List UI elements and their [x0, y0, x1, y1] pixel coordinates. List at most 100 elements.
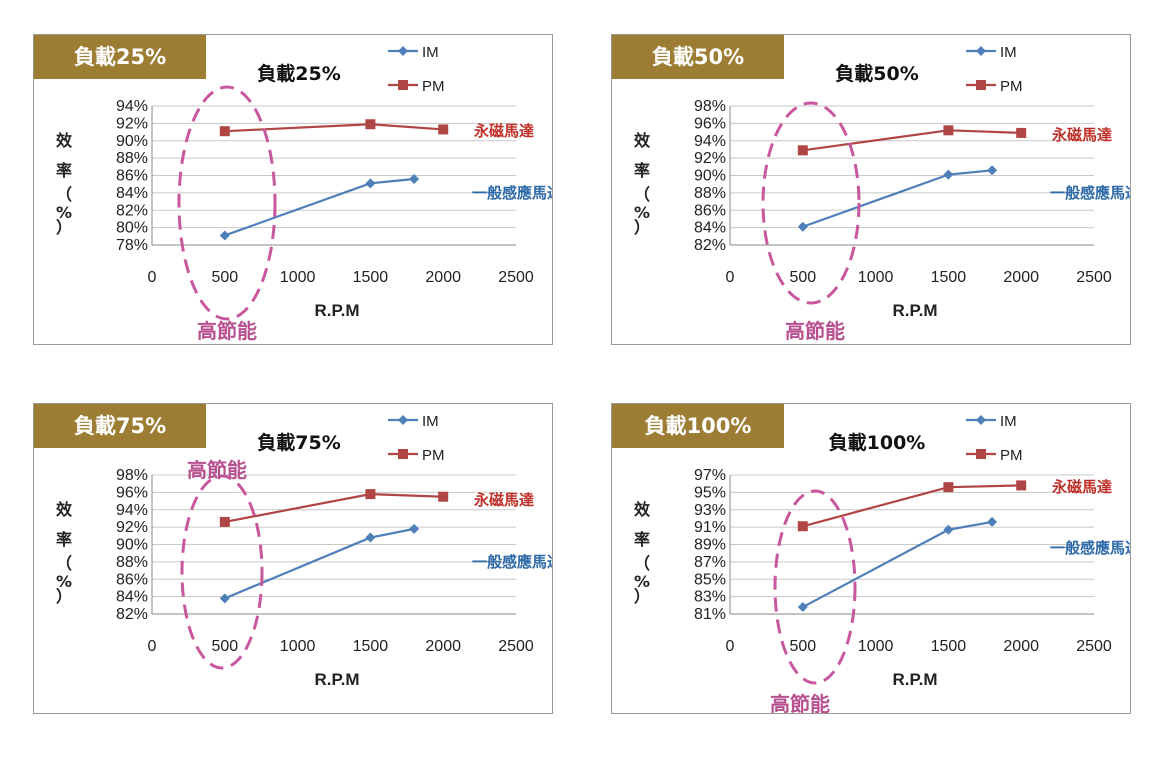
y-tick-label: 92%: [694, 150, 726, 167]
load-badge: 負載50%: [612, 35, 784, 79]
x-tick-label: 2000: [1003, 269, 1039, 286]
y-tick-label: 90%: [694, 168, 726, 185]
y-axis-label: 率: [56, 530, 72, 549]
y-tick-label: 91%: [694, 519, 726, 536]
data-point-im: [797, 602, 808, 613]
data-point-pm: [438, 491, 449, 502]
y-axis-label: 效: [56, 131, 72, 150]
energy-saving-label: 高節能: [187, 458, 247, 482]
energy-saving-label: 高節能: [197, 319, 257, 343]
legend-marker-pm: [976, 449, 986, 459]
chart-panel-load-25: 負載25% 負載25% 78% 80% 82% 84% 86% 88% 90% 92% 94% 0 5…: [33, 34, 553, 345]
energy-saving-highlight: [773, 489, 857, 685]
data-point-pm: [797, 145, 808, 156]
y-axis-label: ）: [634, 587, 650, 606]
legend-marker-im: [398, 415, 408, 425]
energy-saving-highlight: [761, 101, 861, 305]
data-point-pm: [365, 489, 376, 500]
y-tick-label: 86%: [116, 571, 148, 588]
y-tick-label: 90%: [116, 133, 148, 150]
x-tick-label: 2000: [425, 638, 461, 655]
legend-label-im: IM: [1000, 413, 1017, 430]
load-badge: 負載75%: [34, 404, 206, 448]
energy-saving-highlight: [180, 474, 264, 670]
y-axis-label: ）: [56, 218, 72, 237]
pm-annotation: 永磁馬達: [1051, 126, 1112, 144]
x-tick-label: 1500: [353, 269, 389, 286]
y-tick-label: 82%: [116, 606, 148, 623]
data-point-pm: [219, 516, 230, 527]
legend-marker-im: [398, 46, 408, 56]
load-badge: 負載25%: [34, 35, 206, 79]
y-tick-label: 83%: [694, 589, 726, 606]
x-tick-label: 0: [726, 269, 735, 286]
data-point-im: [943, 169, 954, 180]
chart-svg: 負載25% 78%80%82%84%86%88%90%92%94% 0 500 1000…: [56, 44, 552, 343]
y-axis-label: ）: [56, 587, 72, 606]
y-tick-label: 89%: [694, 537, 726, 554]
chart-panel-load-50: 負載50% 負載50% 82% 84% 86% 88% 90% 92% 94% 96% 98% 0 5…: [611, 34, 1131, 345]
x-tick-label: 2500: [498, 269, 534, 286]
chart-title: 負載50%: [835, 62, 918, 85]
y-tick-label: 86%: [116, 168, 148, 185]
legend-marker-im: [976, 415, 986, 425]
y-axis-label: %: [634, 203, 650, 222]
data-point-pm: [1016, 127, 1027, 138]
legend-label-im: IM: [1000, 44, 1017, 61]
pm-annotation: 永磁馬達: [473, 122, 534, 140]
data-point-im: [365, 178, 376, 189]
y-axis-label: （: [634, 185, 650, 204]
im-annotation: 一般感應馬達: [472, 553, 553, 571]
x-tick-label: 500: [211, 638, 238, 655]
data-point-im: [943, 524, 954, 535]
y-tick-label: 97%: [694, 467, 726, 484]
energy-saving-label: 高節能: [785, 319, 845, 343]
y-axis-label: 率: [56, 161, 72, 180]
series-line-pm: [224, 123, 444, 133]
chart-title: 負載100%: [829, 431, 926, 454]
y-axis-label: 效: [634, 500, 650, 519]
data-point-im: [365, 532, 376, 543]
data-point-im: [219, 230, 230, 241]
energy-saving-label: 高節能: [770, 692, 830, 714]
y-tick-label: 82%: [694, 237, 726, 254]
data-point-pm: [365, 119, 376, 130]
series-line-im: [224, 527, 415, 600]
data-point-pm: [943, 125, 954, 136]
series-line-im: [802, 169, 993, 228]
data-point-pm: [219, 126, 230, 137]
im-annotation: 一般感應馬達: [1050, 539, 1131, 557]
series-line-pm: [224, 493, 444, 523]
y-tick-label: 98%: [694, 98, 726, 115]
data-point-im: [219, 593, 230, 604]
data-point-im: [797, 221, 808, 232]
legend-label-pm: PM: [422, 78, 445, 95]
x-tick-label: 2000: [1003, 638, 1039, 655]
legend-marker-pm: [398, 80, 408, 90]
y-tick-label: 84%: [116, 589, 148, 606]
y-axis-label: ）: [634, 218, 650, 237]
x-tick-label: 2500: [498, 638, 534, 655]
y-axis-label: （: [56, 185, 72, 204]
y-tick-label: 96%: [694, 115, 726, 132]
y-axis-label: %: [634, 572, 650, 591]
data-point-pm: [797, 521, 808, 532]
y-tick-label: 81%: [694, 606, 726, 623]
legend-marker-pm: [398, 449, 408, 459]
y-tick-label: 82%: [116, 202, 148, 219]
x-tick-label: 500: [789, 638, 816, 655]
y-tick-label: 80%: [116, 220, 148, 237]
legend-label-im: IM: [422, 44, 439, 61]
x-tick-label: 1000: [280, 269, 316, 286]
y-tick-label: 94%: [116, 502, 148, 519]
data-point-im: [409, 173, 420, 184]
legend-label-pm: PM: [422, 447, 445, 464]
x-tick-label: 500: [789, 269, 816, 286]
y-tick-label: 88%: [116, 554, 148, 571]
chart-svg: 負載100% 81%83%85%87%89%91%93%95%97% 0 500 100…: [634, 413, 1131, 714]
x-tick-label: 0: [148, 269, 157, 286]
x-tick-label: 1500: [931, 269, 967, 286]
y-tick-label: 92%: [116, 519, 148, 536]
x-tick-label: 2000: [425, 269, 461, 286]
series-line-im: [224, 177, 415, 237]
